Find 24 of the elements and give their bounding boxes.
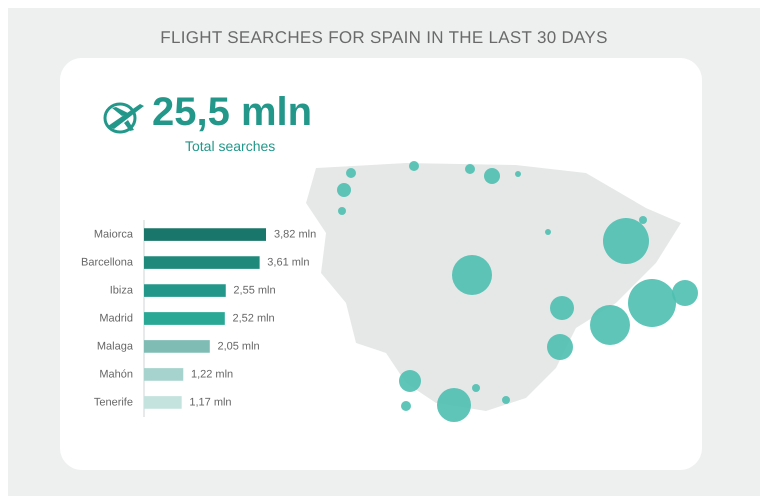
bar bbox=[144, 312, 225, 325]
bar bbox=[144, 396, 182, 409]
data-label: 2,55 mln bbox=[233, 284, 276, 297]
bar bbox=[144, 228, 266, 241]
bar bbox=[144, 340, 210, 353]
y-tick-label: Mahón bbox=[99, 368, 133, 380]
y-tick-label: Ibiza bbox=[110, 284, 134, 297]
y-tick-label: Maiorca bbox=[94, 228, 134, 241]
data-label: 2,05 mln bbox=[217, 340, 260, 353]
text: Total searches bbox=[185, 138, 276, 154]
y-tick-label: Tenerife bbox=[94, 396, 133, 408]
y-tick-label: Malaga bbox=[96, 340, 134, 353]
data-label: 3,82 mln bbox=[274, 228, 316, 241]
y-tick-label: Barcellona bbox=[80, 256, 134, 269]
bar bbox=[144, 368, 184, 381]
data-label: 1,22 mln bbox=[190, 368, 234, 380]
bar bbox=[144, 284, 226, 297]
text: 25,5 mln bbox=[152, 90, 312, 135]
data-label: 2,52 mln bbox=[232, 312, 275, 325]
y-tick-label: Madrid bbox=[99, 312, 133, 325]
data-label: 3,61 mln bbox=[267, 256, 310, 269]
bar bbox=[144, 256, 260, 269]
data-label: 1,17 mln bbox=[189, 396, 232, 408]
text: FLIGHT SEARCHES FOR SPAIN IN THE LAST 30 DAYS bbox=[159, 28, 609, 48]
